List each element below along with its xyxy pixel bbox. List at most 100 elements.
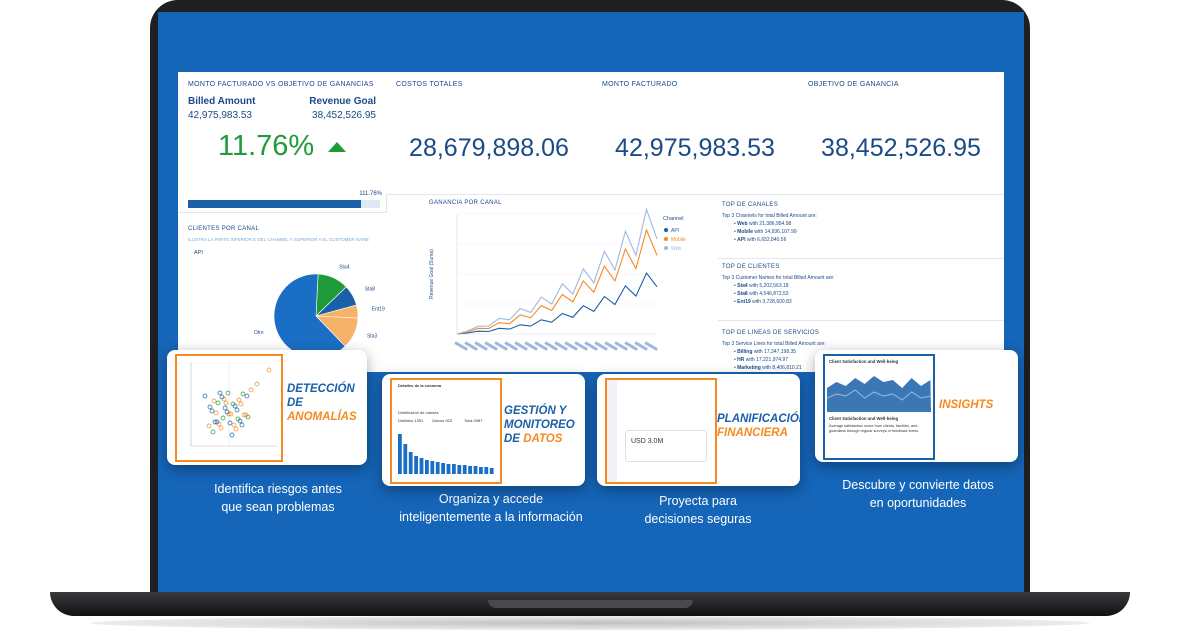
- hist-bar: [425, 460, 429, 474]
- x-tick: [564, 341, 578, 351]
- kpi-title: COSTOS TOTALES: [396, 81, 463, 88]
- scatter-point: [240, 391, 246, 397]
- scatter-point: [234, 407, 240, 413]
- list-item: • API with 6,652,840.56: [734, 237, 787, 243]
- hist-bar: [408, 452, 413, 474]
- scatter-point: [222, 405, 228, 411]
- legend-entry: Mobile: [671, 237, 686, 243]
- kpi-value: 42,975,983.53: [615, 134, 775, 162]
- feature-title: PLANIFICACIÓN FINANCIERA: [717, 413, 800, 439]
- kpi-value: 38,452,526.95: [821, 134, 981, 162]
- line-series-api: [456, 272, 658, 335]
- x-tick: [594, 341, 608, 351]
- hist-bar: [473, 466, 478, 474]
- x-tick: [504, 341, 518, 351]
- hist-bar: [452, 464, 456, 474]
- anomalias-thumbnail: [175, 354, 283, 462]
- scatter-point: [206, 423, 212, 429]
- insights-thumbnail: Client Satisfaction and Well-being Clien…: [823, 354, 935, 460]
- feature-card-gestion[interactable]: Detalles de la columna Distribución de v…: [382, 374, 585, 486]
- histogram-thumbnail: [398, 434, 494, 474]
- scatter-point: [202, 393, 208, 399]
- hist-bar: [398, 434, 402, 474]
- top-servicios-panel[interactable]: TOP DE LINEAS DE SERVICIOS Top 3 Service…: [718, 324, 1004, 372]
- x-tick: [514, 341, 528, 351]
- scatter-point: [213, 410, 219, 416]
- x-tick: [554, 341, 568, 351]
- x-tick: [544, 341, 558, 351]
- pie-label: Ent19: [372, 306, 385, 312]
- gestion-thumbnail: Detalles de la columna Distribución de v…: [390, 378, 502, 484]
- thumb-stat: Únicos 923: [432, 418, 453, 423]
- thumb-header: Detalles de la columna: [398, 383, 442, 388]
- filter-label: API: [194, 250, 203, 256]
- scatter-point: [231, 422, 237, 428]
- kpi-title: MONTO FACTURADO VS OBJETIVO DE GANANCIAS: [188, 81, 374, 88]
- scatter-point: [248, 387, 254, 393]
- feature-card-anomalias[interactable]: DETECCIÓN DE ANOMALÍAS: [167, 350, 367, 465]
- insight-title-2: Client Satisfaction and Well-being: [829, 416, 899, 421]
- x-tick: [494, 341, 508, 351]
- scatter-point: [243, 412, 249, 418]
- caption-anomalias: Identifica riesgos antes que sean problem…: [214, 482, 342, 514]
- goal-label: Revenue Goal: [309, 96, 376, 107]
- kpi-billed-vs-goal[interactable]: MONTO FACTURADO VS OBJETIVO DE GANANCIAS…: [178, 72, 387, 213]
- list-item: • HR with 17,221,974.97: [734, 357, 789, 363]
- dashboard: MONTO FACTURADO VS OBJETIVO DE GANANCIAS…: [178, 72, 1004, 372]
- scatter-point: [214, 419, 220, 425]
- list-intro: Top 3 Service Lines for total Billed Amo…: [722, 341, 826, 347]
- top-clientes-panel[interactable]: TOP DE CLIENTES Top 3 Customer Names for…: [718, 260, 1004, 321]
- section-note: ILUSTRA LA PARTE INFERIOR E DEL CHANNEL …: [188, 237, 369, 242]
- scatter-point: [223, 400, 229, 406]
- top-canales-panel[interactable]: TOP DE CANALES Top 3 Channels for total …: [718, 198, 1004, 259]
- ganancia-por-canal-panel[interactable]: GANANCIA POR CANAL Revenue Goal (Suma) Ch…: [423, 198, 713, 372]
- percent-value: 11.76%: [218, 130, 315, 162]
- x-tick: [534, 341, 548, 351]
- kpi-objetivo-ganancia[interactable]: OBJETIVO DE GANANCIA 38,452,526.95: [798, 72, 1004, 195]
- feature-title: GESTIÓN Y MONITOREO DE DATOS: [504, 405, 575, 445]
- scatter-point: [254, 381, 260, 387]
- x-tick: [624, 341, 638, 351]
- feature-card-planificacion[interactable]: USD 3.0M PLANIFICACIÓN FINANCIERA: [597, 374, 800, 486]
- scatter-point: [235, 416, 241, 422]
- list-item: • Mobile with 14,936,107.99: [734, 229, 797, 235]
- hist-bar: [441, 463, 445, 474]
- hist-bar: [468, 466, 472, 474]
- hist-bar: [457, 465, 462, 474]
- progress-fill: [188, 200, 361, 208]
- feature-card-insights[interactable]: Client Satisfaction and Well-being Clien…: [815, 350, 1018, 462]
- hist-bar: [414, 456, 418, 474]
- list-intro: Top 3 Customer Names for total Billed Am…: [722, 275, 835, 281]
- legend-marker: [664, 237, 668, 241]
- line-chart: Revenue Goal (Suma) Channel API Mobile Web: [429, 207, 686, 351]
- scatter-point: [219, 394, 225, 400]
- hist-bar: [462, 465, 467, 474]
- progress-label: 111.76%: [359, 191, 382, 197]
- scatter-point: [220, 415, 226, 421]
- goal-value: 38,452,526.95: [312, 110, 376, 121]
- x-tick: [524, 341, 538, 351]
- hist-bar: [484, 467, 489, 474]
- scatter-point: [233, 426, 239, 432]
- hist-bar: [419, 458, 424, 474]
- kpi-costos-totales[interactable]: COSTOS TOTALES 28,679,898.06: [386, 72, 593, 195]
- kpi-monto-facturado[interactable]: MONTO FACTURADO 42,975,983.53: [592, 72, 799, 195]
- x-tick: [634, 341, 648, 351]
- x-tick: [644, 341, 658, 351]
- y-axis-label: Revenue Goal (Suma): [429, 249, 435, 299]
- progress-bar: 111.76%: [188, 191, 382, 208]
- scatter-point: [244, 393, 250, 399]
- kpi-value: 28,679,898.06: [409, 134, 569, 162]
- clientes-por-canal-panel[interactable]: CLIENTES POR CANAL ILUSTRA LA PARTE INFE…: [178, 218, 418, 372]
- plan-value: USD 3.0M: [631, 438, 664, 445]
- x-tick: [474, 341, 488, 351]
- pie-label: Sta8: [365, 286, 376, 292]
- thumb-stat: Total 4987: [464, 418, 483, 423]
- pie-chart: Sta4 Sta8 Ent19 Sta3 Otro: [254, 265, 385, 359]
- insight-text: Average satisfaction score from clients,…: [829, 424, 920, 433]
- section-title: TOP DE CANALES: [722, 202, 778, 208]
- feature-title: DETECCIÓN DE ANOMALÍAS: [287, 383, 357, 423]
- pie-label: Sta4: [339, 265, 350, 271]
- scatter-point: [230, 401, 236, 407]
- x-tick: [614, 341, 628, 351]
